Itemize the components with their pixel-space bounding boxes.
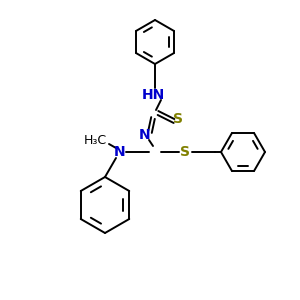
Text: N: N [139, 128, 151, 142]
Text: N: N [114, 145, 126, 159]
Text: HN: HN [141, 88, 165, 102]
Text: S: S [180, 145, 190, 159]
Text: S: S [173, 112, 183, 126]
Text: H₃C: H₃C [83, 134, 106, 146]
